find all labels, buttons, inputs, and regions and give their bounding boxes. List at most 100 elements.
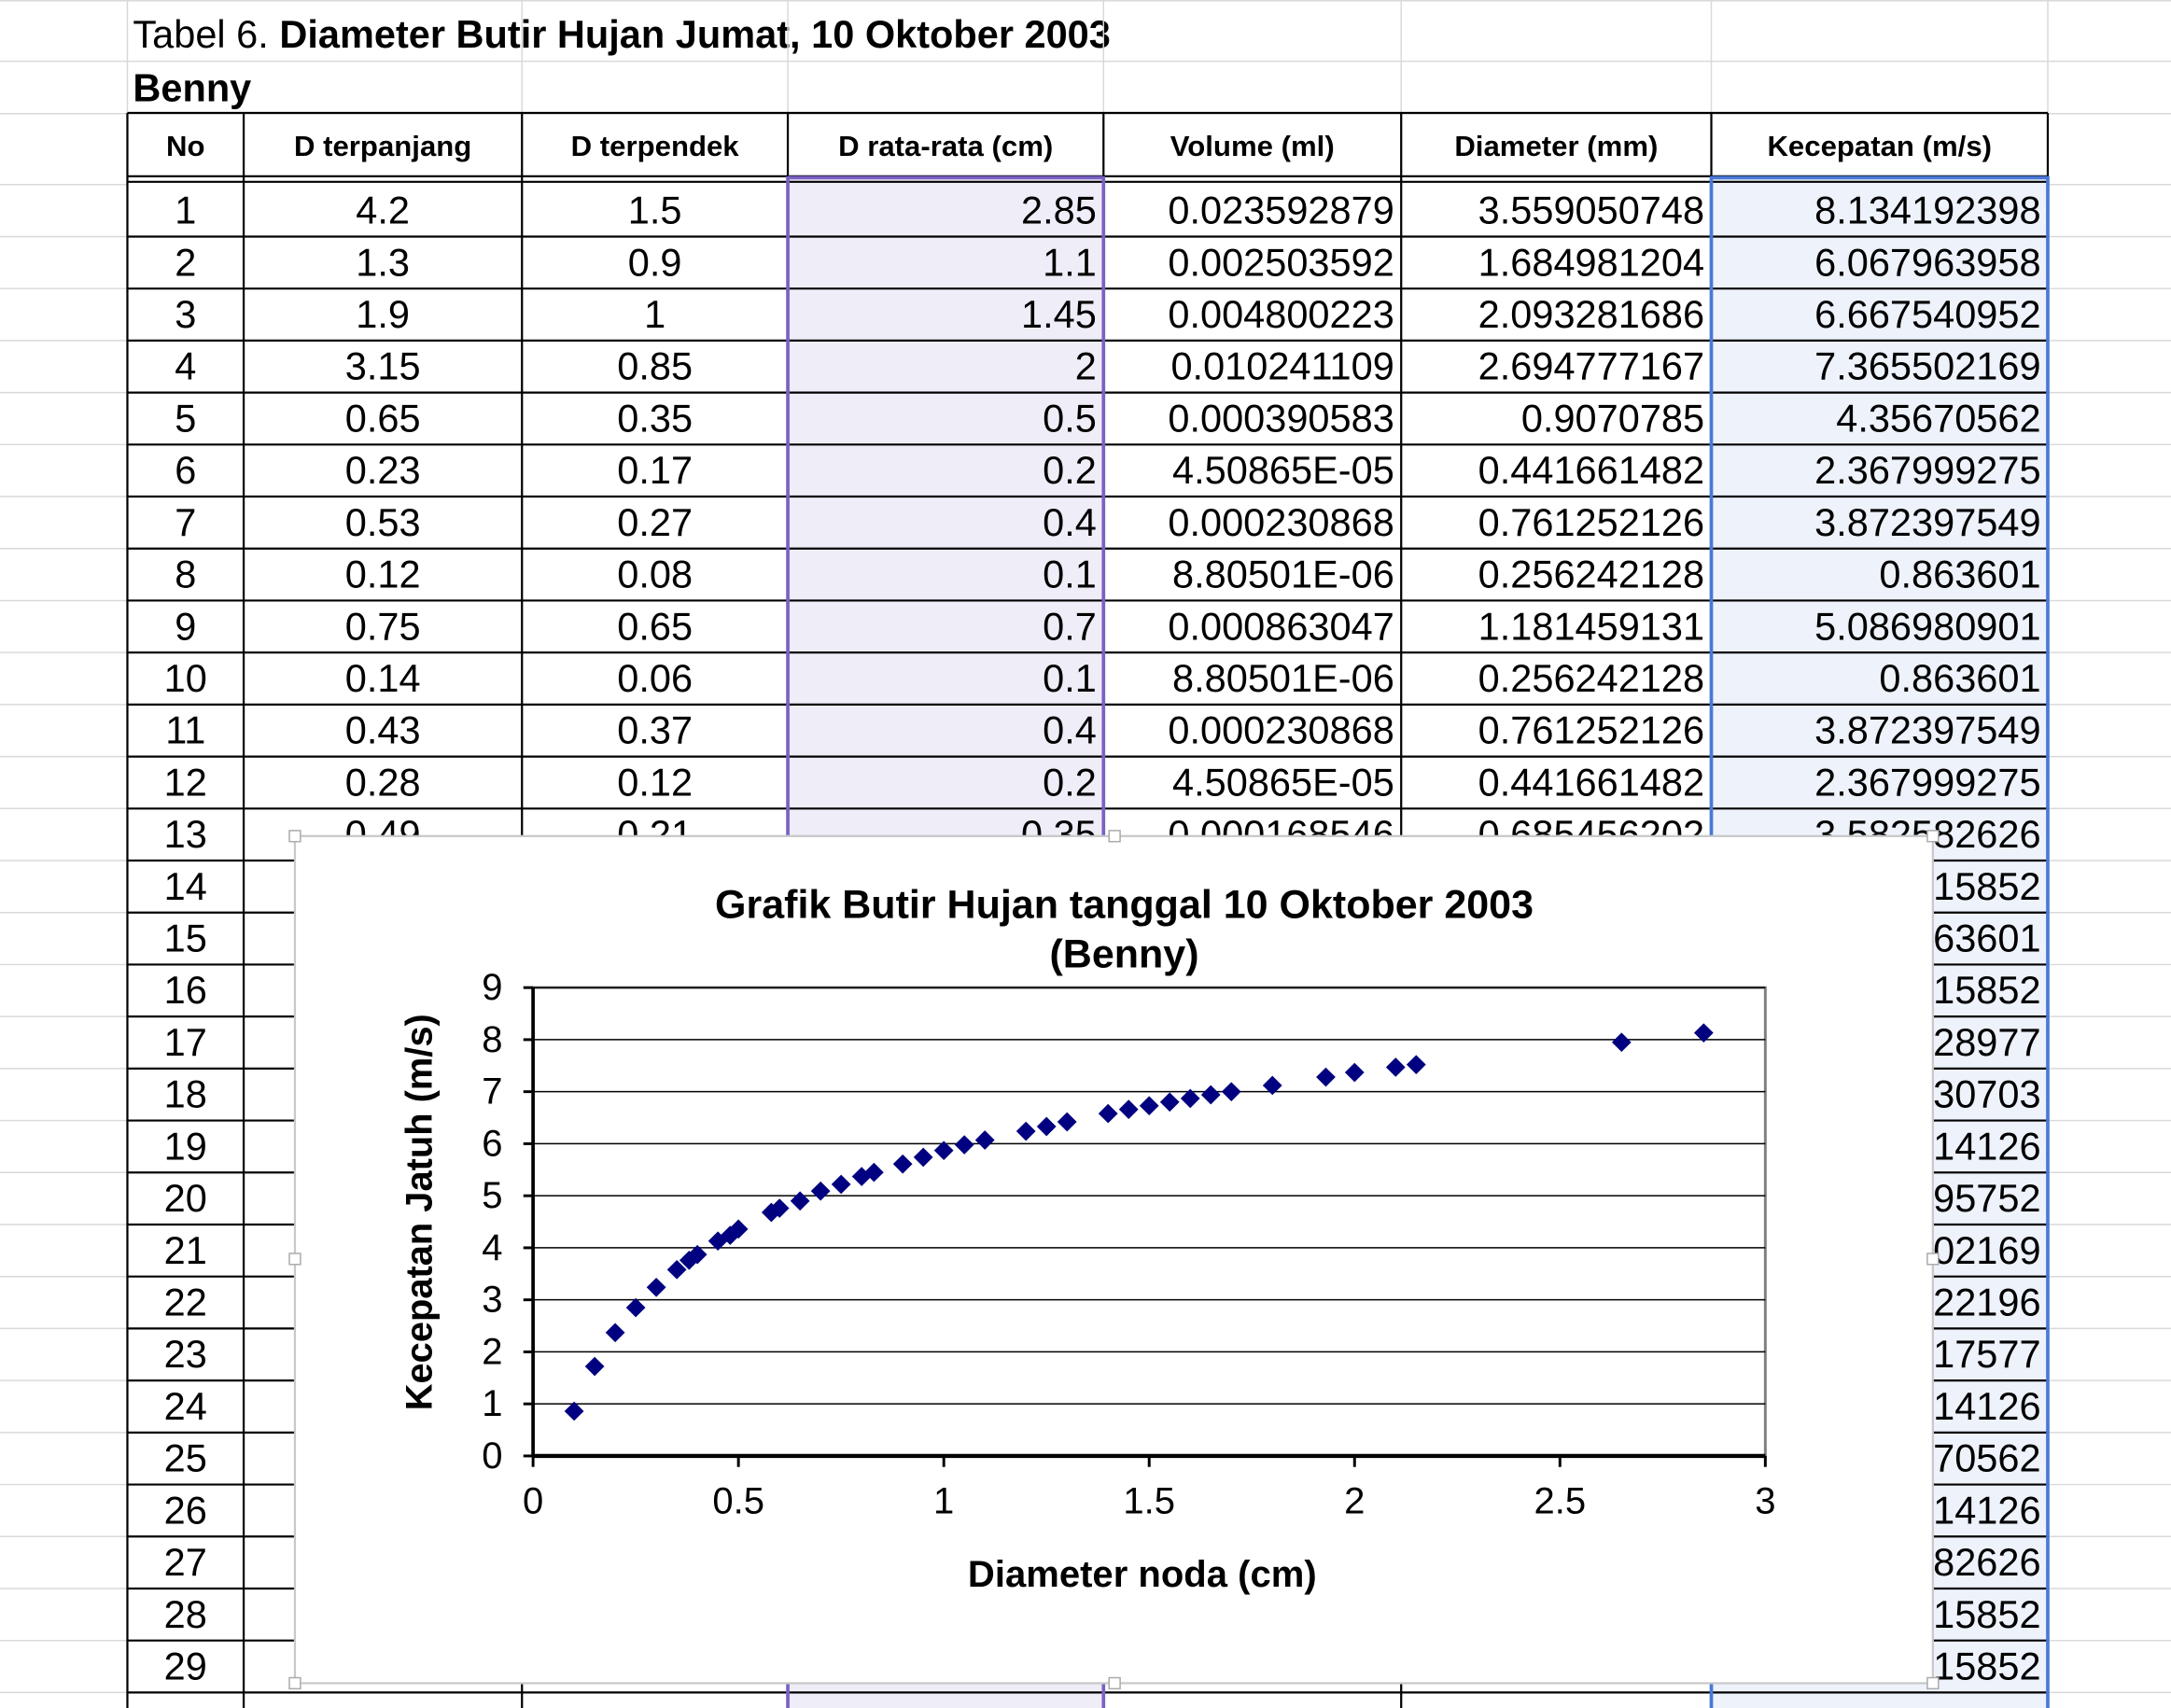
- cell: 0.27: [617, 501, 693, 544]
- cell: 3.872397549: [1814, 501, 2040, 544]
- row-number: 5: [175, 398, 196, 441]
- cell: 0.000863047: [1168, 605, 1394, 648]
- row-number: 23: [164, 1333, 207, 1376]
- y-tick-label: 5: [482, 1175, 502, 1216]
- cell: 3.872397549: [1814, 709, 2040, 752]
- cell: 2.367999275: [1814, 762, 2040, 805]
- row-number: 25: [164, 1437, 207, 1480]
- cell: 0.43: [345, 709, 421, 752]
- y-tick-label: 7: [482, 1071, 502, 1113]
- x-tick-label: 0: [523, 1481, 543, 1522]
- sheet-subtitle: Benny: [133, 67, 251, 110]
- y-tick-label: 1: [482, 1383, 502, 1424]
- cell: 6.667540952: [1814, 293, 2040, 336]
- y-tick-label: 9: [482, 967, 502, 1008]
- sheet-title: Tabel 6. Diameter Butir Hujan Jumat, 10 …: [133, 13, 1110, 56]
- chart-subtitle: (Benny): [1050, 932, 1199, 977]
- data-point: [687, 1244, 707, 1265]
- cell: 0.9: [628, 241, 682, 284]
- row-number: 24: [164, 1385, 207, 1428]
- cell: 15852: [1933, 1645, 2040, 1688]
- cell: 0.256242128: [1478, 657, 1704, 700]
- cell: 0.65: [617, 605, 693, 648]
- cell: 02169: [1933, 1229, 2040, 1272]
- resize-handle: [1926, 830, 1940, 843]
- data-point: [1316, 1067, 1336, 1087]
- cell: 0.000230868: [1168, 709, 1394, 752]
- cell: 1.5: [628, 189, 682, 232]
- row-number: 6: [175, 449, 196, 492]
- row-number: 20: [164, 1177, 207, 1220]
- cell: 1: [644, 293, 665, 336]
- cell: 0.4: [1043, 709, 1097, 752]
- cell: 0.441661482: [1478, 762, 1704, 805]
- row-number: 14: [164, 865, 207, 908]
- data-point: [913, 1147, 933, 1168]
- data-point: [1344, 1062, 1365, 1083]
- row-number: 2: [175, 241, 196, 284]
- cell: 82626: [1933, 1541, 2040, 1584]
- cell: 0.863601: [1879, 553, 2040, 596]
- cell: 0.37: [617, 709, 693, 752]
- row-number: 8: [175, 553, 196, 596]
- row-number: 21: [164, 1229, 207, 1272]
- cell: 2.85: [1021, 189, 1097, 232]
- column-header: No: [166, 130, 205, 162]
- data-point: [1057, 1112, 1077, 1132]
- y-tick-label: 3: [482, 1280, 502, 1321]
- cell: 1.45: [1021, 293, 1097, 336]
- cell: 0.14: [345, 657, 421, 700]
- cell: 0.53: [345, 501, 421, 544]
- cell: 2.093281686: [1478, 293, 1704, 336]
- cell: 0.75: [345, 605, 421, 648]
- cell: 15852: [1933, 1593, 2040, 1636]
- cell: 1.3: [356, 241, 410, 284]
- cell: 63601: [1933, 917, 2040, 960]
- cell: 15852: [1933, 969, 2040, 1012]
- row-number: 29: [164, 1645, 207, 1688]
- cell: 2.367999275: [1814, 449, 2040, 492]
- cell: 8.80501E-06: [1172, 657, 1394, 700]
- x-axis-label: Diameter noda (cm): [968, 1554, 1317, 1595]
- resize-handle: [1926, 1253, 1940, 1266]
- data-point: [933, 1141, 954, 1160]
- cell: 1.181459131: [1478, 605, 1704, 648]
- cell: 1.684981204: [1478, 241, 1704, 284]
- row-number: 3: [175, 293, 196, 336]
- cell: 15852: [1933, 865, 2040, 908]
- resize-handle: [288, 830, 301, 843]
- cell: 30703: [1933, 1073, 2040, 1116]
- cell: 2: [1075, 345, 1097, 388]
- cell: 0.23: [345, 449, 421, 492]
- x-tick-label: 1.5: [1123, 1481, 1175, 1522]
- x-tick-label: 2.5: [1534, 1481, 1586, 1522]
- row-number: 18: [164, 1073, 207, 1116]
- cell: 4.50865E-05: [1172, 449, 1394, 492]
- cell: 14126: [1933, 1385, 2040, 1428]
- cell: 5.086980901: [1814, 605, 2040, 648]
- data-point: [1693, 1023, 1714, 1043]
- cell: 95752: [1933, 1177, 2040, 1220]
- cell: 0.08: [617, 553, 693, 596]
- cell: 17577: [1933, 1333, 2040, 1376]
- cell: 0.000230868: [1168, 501, 1394, 544]
- row-number: 28: [164, 1593, 207, 1636]
- cell: 0.35: [617, 398, 693, 441]
- cell: 4.35670562: [1836, 398, 2040, 441]
- data-point: [954, 1135, 974, 1155]
- cell: 0.010241109: [1170, 345, 1394, 388]
- row-number: 10: [164, 657, 207, 700]
- row-number: 1: [175, 189, 196, 232]
- row-number: 17: [164, 1021, 207, 1064]
- row-number: 22: [164, 1281, 207, 1324]
- cell: 1.9: [356, 293, 410, 336]
- title-main: Diameter Butir Hujan Jumat, 10 Oktober 2…: [279, 13, 1111, 56]
- y-tick-label: 2: [482, 1331, 502, 1372]
- cell: 0.85: [617, 345, 693, 388]
- column-header: Volume (ml): [1170, 130, 1335, 162]
- cell: 0.5: [1043, 398, 1097, 441]
- cell: 4.2: [356, 189, 410, 232]
- cell: 6.067963958: [1814, 241, 2040, 284]
